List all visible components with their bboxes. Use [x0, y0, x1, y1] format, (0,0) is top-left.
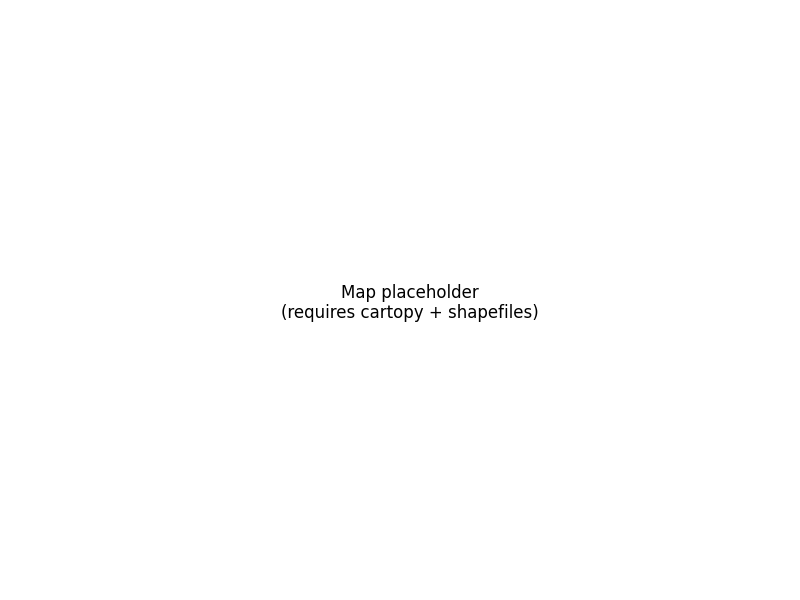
Text: Map placeholder
(requires cartopy + shapefiles): Map placeholder (requires cartopy + shap… — [281, 284, 539, 322]
